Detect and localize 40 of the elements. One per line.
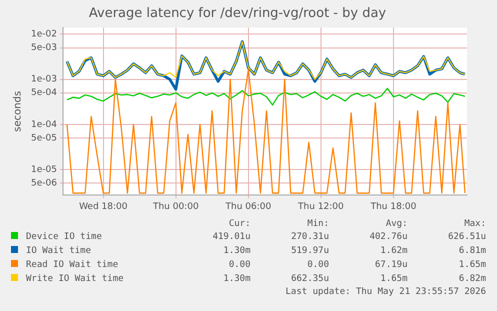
text: Max: — [463, 218, 486, 230]
text: 1.30m — [222, 273, 250, 286]
y-tick-label: 1e-02 — [30, 30, 57, 40]
text: 6.82m — [458, 273, 486, 286]
text: 67.19u — [374, 259, 408, 272]
text: Last update: Thu May 21 23:55:57 2026 — [284, 286, 486, 298]
x-tick-label: Thu 00:00 — [152, 202, 199, 212]
text: 1.30m — [222, 245, 250, 258]
y-tick-label: 5e-05 — [30, 133, 57, 144]
y-tick-label: 1e-05 — [30, 164, 57, 175]
y-tick-label: 5e-04 — [30, 88, 58, 98]
legend-label: Write IO Wait time — [25, 273, 125, 286]
legend-label: Device IO time — [25, 231, 103, 244]
text: 419.01u — [212, 231, 250, 244]
y-tick-label: 5e-03 — [30, 43, 57, 54]
text: 0.00 — [228, 259, 250, 272]
text: 402.76u — [368, 231, 408, 244]
text: 0.00 — [306, 259, 329, 272]
text: Avg: — [384, 218, 408, 230]
x-tick-label: Wed 18:00 — [79, 202, 128, 212]
text: 519.97u — [290, 245, 329, 258]
y-tick-label: 1e-04 — [30, 120, 58, 130]
y-tick-label: 1e-03 — [30, 74, 57, 85]
text: Min: — [306, 218, 329, 230]
x-tick-label: Thu 12:00 — [297, 202, 344, 212]
text: 270.31u — [290, 231, 329, 244]
text: 1.65m — [458, 259, 486, 272]
y-tick-label: 5e-06 — [30, 178, 58, 188]
text: 626.51u — [447, 231, 486, 244]
text: 6.81m — [458, 245, 486, 258]
chart-title: Average latency for /dev/ring-vg/root - by day — [88, 6, 386, 22]
x-tick-label: Thu 18:00 — [370, 202, 417, 212]
text: Cur: — [228, 218, 250, 230]
legend-label: Read IO Wait time — [25, 259, 120, 272]
x-tick-label: Thu 06:00 — [224, 202, 272, 212]
legend-label: IO Wait time — [25, 245, 92, 258]
text: 662.35u — [290, 273, 329, 286]
text: 1.65m — [379, 273, 408, 286]
y-axis-title: seconds — [12, 90, 24, 132]
text: 1.62m — [379, 245, 408, 258]
